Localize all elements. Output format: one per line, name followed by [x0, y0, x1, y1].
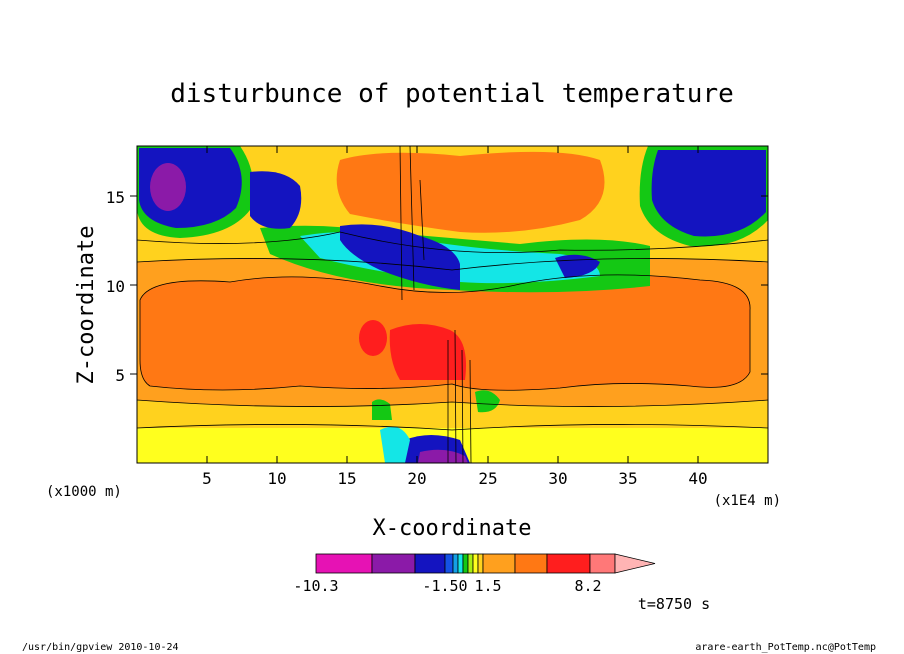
colorbar-segment: [457, 553, 464, 574]
bottom-disturbance-green-2: [475, 390, 500, 413]
colorbar-segment: [477, 553, 484, 574]
x-tick-label-20: 20: [407, 469, 426, 488]
time-label: t=8750 s: [638, 595, 710, 613]
top-blue-center: [340, 224, 460, 290]
bottom-disturbance-cyan: [380, 426, 410, 463]
x-axis-label: X-coordinate: [373, 516, 532, 541]
colorbar-max-label: 8.2: [574, 577, 601, 595]
colorbar-arrow: [614, 553, 656, 574]
blue-lobe-right-inner: [651, 150, 766, 237]
colorbar-segment: [482, 553, 516, 574]
plot-frame: [136, 145, 769, 464]
top-orange-region: [336, 151, 605, 233]
bottom-disturbance-green: [372, 399, 392, 420]
x-unit-right: (x1E4 m): [714, 493, 781, 509]
x-tick-label-5: 5: [202, 469, 212, 488]
red-region-2: [389, 324, 466, 380]
x-tick-label-40: 40: [688, 469, 707, 488]
colorbar-segment: [315, 553, 373, 574]
y-tick-label-5: 5: [115, 366, 125, 385]
y-tick-label-10: 10: [106, 277, 125, 296]
colorbar-min-label: -10.3: [293, 577, 338, 595]
y-axis: [130, 195, 768, 375]
x-tick-label-15: 15: [337, 469, 356, 488]
x-unit-left: (x1000 m): [46, 484, 122, 500]
y-axis-label: Z-coordinate: [74, 226, 99, 385]
colorbar-mid-left-label: -1.50: [422, 577, 467, 595]
chart-title: disturbunce of potential temperature: [170, 79, 734, 109]
x-axis: [206, 146, 699, 463]
x-tick-label-25: 25: [478, 469, 497, 488]
colorbar-mid-right-label: 1.5: [474, 577, 501, 595]
colorbar-segment: [514, 553, 548, 574]
colorbar-segment: [589, 553, 616, 574]
blue-lobe-left-2: [250, 171, 302, 229]
colorbar-segment: [444, 553, 454, 574]
colorbar: [315, 553, 656, 574]
bottom-disturbance-purple: [418, 449, 468, 463]
x-tick-label-30: 30: [548, 469, 567, 488]
colorbar-segment: [462, 553, 469, 574]
footer-left: /usr/bin/gpview 2010-10-24: [22, 642, 179, 653]
y-tick-label-15: 15: [106, 188, 125, 207]
footer-right: arare-earth_PotTemp.nc@PotTemp: [695, 642, 876, 653]
colorbar-segment: [371, 553, 416, 574]
colorbar-segment: [452, 553, 459, 574]
contour-plot: [137, 146, 768, 463]
colorbar-segment: [546, 553, 591, 574]
purple-blob-left: [150, 163, 186, 211]
red-blob-1: [359, 320, 387, 356]
colorbar-segment: [414, 553, 446, 574]
contour-lines: [137, 146, 768, 463]
x-tick-label-10: 10: [267, 469, 286, 488]
colorbar-segment: [472, 553, 479, 574]
x-tick-label-35: 35: [618, 469, 637, 488]
colorbar-segment: [467, 553, 474, 574]
